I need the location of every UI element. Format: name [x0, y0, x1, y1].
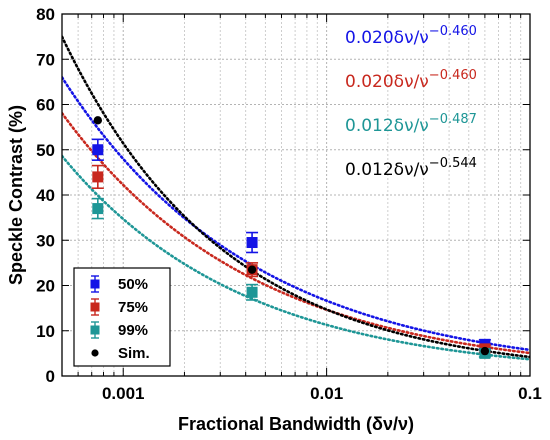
legend-marker-75: [90, 302, 100, 312]
data-point-99: [92, 203, 104, 215]
fit-curve-99: [62, 154, 530, 361]
legend-marker-99: [90, 325, 100, 335]
fit-annotations: 0.020δν/ν−0.460 0.020δν/ν−0.460 0.012δν/ν−…: [345, 24, 477, 180]
y-tick-label: 50: [36, 141, 55, 160]
y-tick-label: 40: [36, 186, 55, 205]
data-point-50: [92, 144, 104, 156]
fit-curve-sim: [62, 35, 530, 359]
fit-curves: [62, 35, 530, 361]
y-tick-label: 60: [36, 96, 55, 115]
data-point-50: [246, 237, 258, 249]
legend-label-50: 50%: [118, 276, 148, 293]
fit-equation-99: 0.012δν/ν−0.487: [345, 112, 477, 136]
legend-box: [73, 267, 171, 367]
y-axis-title: Speckle Contrast (%): [6, 105, 26, 285]
legend: 50% 75% 99% Sim.: [73, 267, 171, 367]
legend-marker-sim: [91, 349, 99, 357]
axis-ticks: 0 10 20 30 40 50 60 70 80 0.001 0.01 0.1: [36, 5, 542, 403]
y-tick-label: 70: [36, 50, 55, 69]
fit-curve-75: [62, 111, 530, 355]
data-point-sim: [93, 116, 103, 125]
fit-equation-sim: 0.012δν/ν−0.544: [345, 156, 477, 180]
grid: [61, 13, 531, 377]
data-points: [91, 116, 491, 359]
x-tick-label: 0.01: [310, 384, 343, 403]
data-point-75: [92, 171, 104, 183]
y-tick-label: 30: [36, 231, 55, 250]
legend-label-99: 99%: [118, 322, 148, 339]
y-tick-label: 0: [46, 367, 55, 386]
data-point-99: [246, 286, 258, 298]
data-point-sim: [480, 346, 490, 356]
y-tick-label: 20: [36, 277, 55, 296]
x-tick-label: 0.001: [102, 384, 145, 403]
legend-marker-50: [90, 279, 100, 289]
y-tick-label: 80: [36, 5, 55, 24]
x-tick-label: 0.1: [518, 384, 542, 403]
x-axis-title: Fractional Bandwidth (δν/ν): [178, 414, 414, 434]
data-point-sim: [247, 265, 257, 274]
fit-equation-75: 0.020δν/ν−0.460: [345, 68, 477, 92]
fit-curve-50: [62, 76, 530, 352]
legend-label-75: 75%: [118, 299, 148, 316]
fit-equation-50: 0.020δν/ν−0.460: [345, 24, 477, 48]
y-tick-label: 10: [36, 322, 55, 341]
legend-label-sim: Sim.: [118, 345, 150, 362]
